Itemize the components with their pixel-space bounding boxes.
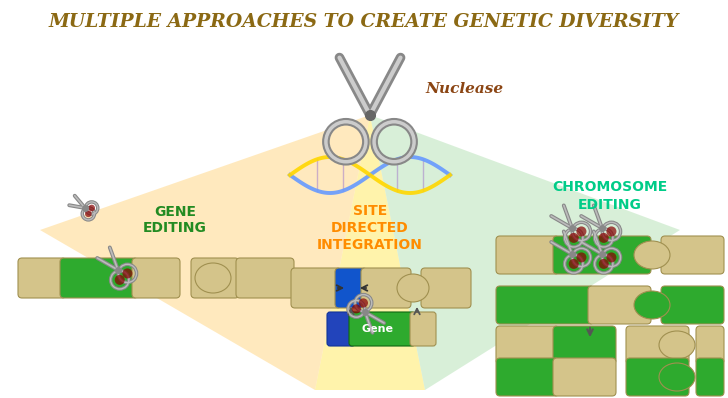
FancyBboxPatch shape xyxy=(349,312,415,346)
Circle shape xyxy=(122,268,132,279)
Circle shape xyxy=(577,226,587,236)
FancyBboxPatch shape xyxy=(696,358,724,396)
Text: CHROMOSOME
EDITING: CHROMOSOME EDITING xyxy=(553,180,668,212)
FancyBboxPatch shape xyxy=(361,268,411,308)
FancyBboxPatch shape xyxy=(661,236,724,274)
FancyBboxPatch shape xyxy=(327,312,355,346)
Polygon shape xyxy=(370,115,680,390)
Ellipse shape xyxy=(397,274,429,302)
Circle shape xyxy=(577,252,587,262)
Text: Nuclease: Nuclease xyxy=(425,82,503,96)
Text: Gene: Gene xyxy=(361,324,393,334)
FancyBboxPatch shape xyxy=(626,326,689,364)
Circle shape xyxy=(359,298,368,308)
FancyBboxPatch shape xyxy=(588,286,651,324)
Text: SITE
DIRECTED
INTEGRATION: SITE DIRECTED INTEGRATION xyxy=(317,204,423,252)
Ellipse shape xyxy=(195,263,231,293)
FancyBboxPatch shape xyxy=(553,358,616,396)
Ellipse shape xyxy=(634,291,670,319)
Text: GENE
EDITING: GENE EDITING xyxy=(143,205,207,235)
Circle shape xyxy=(606,252,617,262)
Circle shape xyxy=(115,275,124,285)
Circle shape xyxy=(569,233,579,243)
FancyBboxPatch shape xyxy=(410,312,436,346)
Circle shape xyxy=(598,233,609,243)
Text: MULTIPLE APPROACHES TO CREATE GENETIC DIVERSITY: MULTIPLE APPROACHES TO CREATE GENETIC DI… xyxy=(49,13,679,31)
FancyBboxPatch shape xyxy=(553,236,651,274)
Circle shape xyxy=(606,226,617,236)
FancyBboxPatch shape xyxy=(132,258,180,298)
Polygon shape xyxy=(315,115,425,390)
FancyBboxPatch shape xyxy=(496,286,594,324)
Ellipse shape xyxy=(659,331,695,359)
FancyBboxPatch shape xyxy=(661,286,724,324)
FancyBboxPatch shape xyxy=(496,236,559,274)
Circle shape xyxy=(569,259,579,269)
FancyBboxPatch shape xyxy=(60,258,138,298)
FancyBboxPatch shape xyxy=(18,258,66,298)
FancyBboxPatch shape xyxy=(191,258,239,298)
Ellipse shape xyxy=(634,241,670,269)
FancyBboxPatch shape xyxy=(496,326,559,364)
FancyBboxPatch shape xyxy=(291,268,341,308)
FancyBboxPatch shape xyxy=(626,358,689,396)
Polygon shape xyxy=(40,115,370,390)
FancyBboxPatch shape xyxy=(421,268,471,308)
FancyBboxPatch shape xyxy=(335,268,367,308)
Circle shape xyxy=(598,259,609,269)
Circle shape xyxy=(85,211,92,217)
FancyBboxPatch shape xyxy=(696,326,724,364)
FancyBboxPatch shape xyxy=(236,258,294,298)
FancyBboxPatch shape xyxy=(496,358,559,396)
Ellipse shape xyxy=(659,363,695,391)
FancyBboxPatch shape xyxy=(553,326,616,364)
Circle shape xyxy=(352,304,361,314)
Circle shape xyxy=(88,205,95,211)
